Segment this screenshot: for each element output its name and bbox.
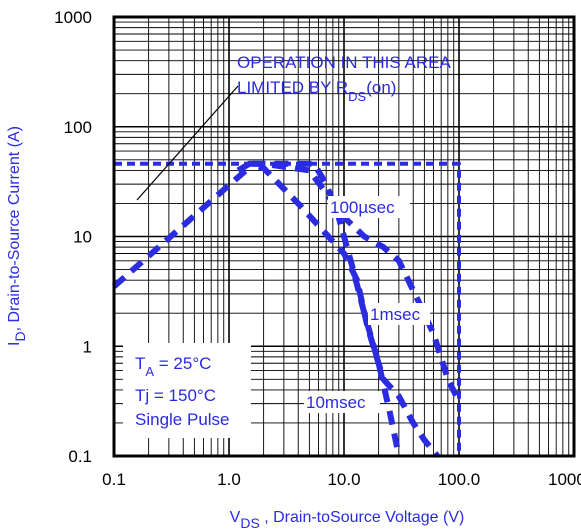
label-1ms-bg	[368, 303, 430, 325]
y-tick-label: 1	[83, 337, 92, 356]
x-tick-label: 1.0	[217, 470, 241, 489]
x-tick-label: 1000.0	[548, 470, 581, 489]
region-label-line2: LIMITED BY RDS(on)	[237, 78, 396, 104]
y-tick-label: 10	[73, 228, 92, 247]
y-tick-labels: 0.1 1 10 100 1000	[54, 8, 92, 466]
pulse-label: Single Pulse	[135, 410, 230, 429]
label-10ms-bg	[304, 391, 380, 413]
plot-frame	[112, 15, 576, 458]
label-100us-bg	[328, 196, 410, 218]
tj-label: Tj = 150°C	[135, 386, 216, 405]
label-1ms: 1msec	[370, 305, 421, 324]
label-10ms: 10msec	[306, 393, 366, 412]
conditions-box-bg	[123, 343, 251, 438]
x-tick-labels: 0.1 1.0 10.0 100.0 1000.0	[102, 470, 581, 489]
region-leader-line	[136, 85, 239, 201]
y-tick-label: 0.1	[68, 447, 92, 466]
x-axis-label: VDS , Drain-toSource Voltage (V)	[230, 509, 465, 531]
series-line-3	[114, 161, 461, 456]
region-label-line1: OPERATION IN THIS AREA	[237, 53, 451, 72]
label-100us: 100µsec	[330, 198, 395, 217]
series-line-2	[249, 160, 460, 398]
x-tick-label: 10.0	[327, 470, 360, 489]
ta-label: TA = 25°C	[135, 354, 211, 379]
x-tick-label: 0.1	[102, 470, 126, 489]
y-tick-label: 1000	[54, 8, 92, 27]
series-line-1	[236, 160, 440, 458]
y-axis-label: ID, Drain-to-Source Current (A)	[6, 126, 28, 346]
x-tick-label: 100.0	[438, 470, 481, 489]
y-tick-label: 100	[64, 118, 92, 137]
